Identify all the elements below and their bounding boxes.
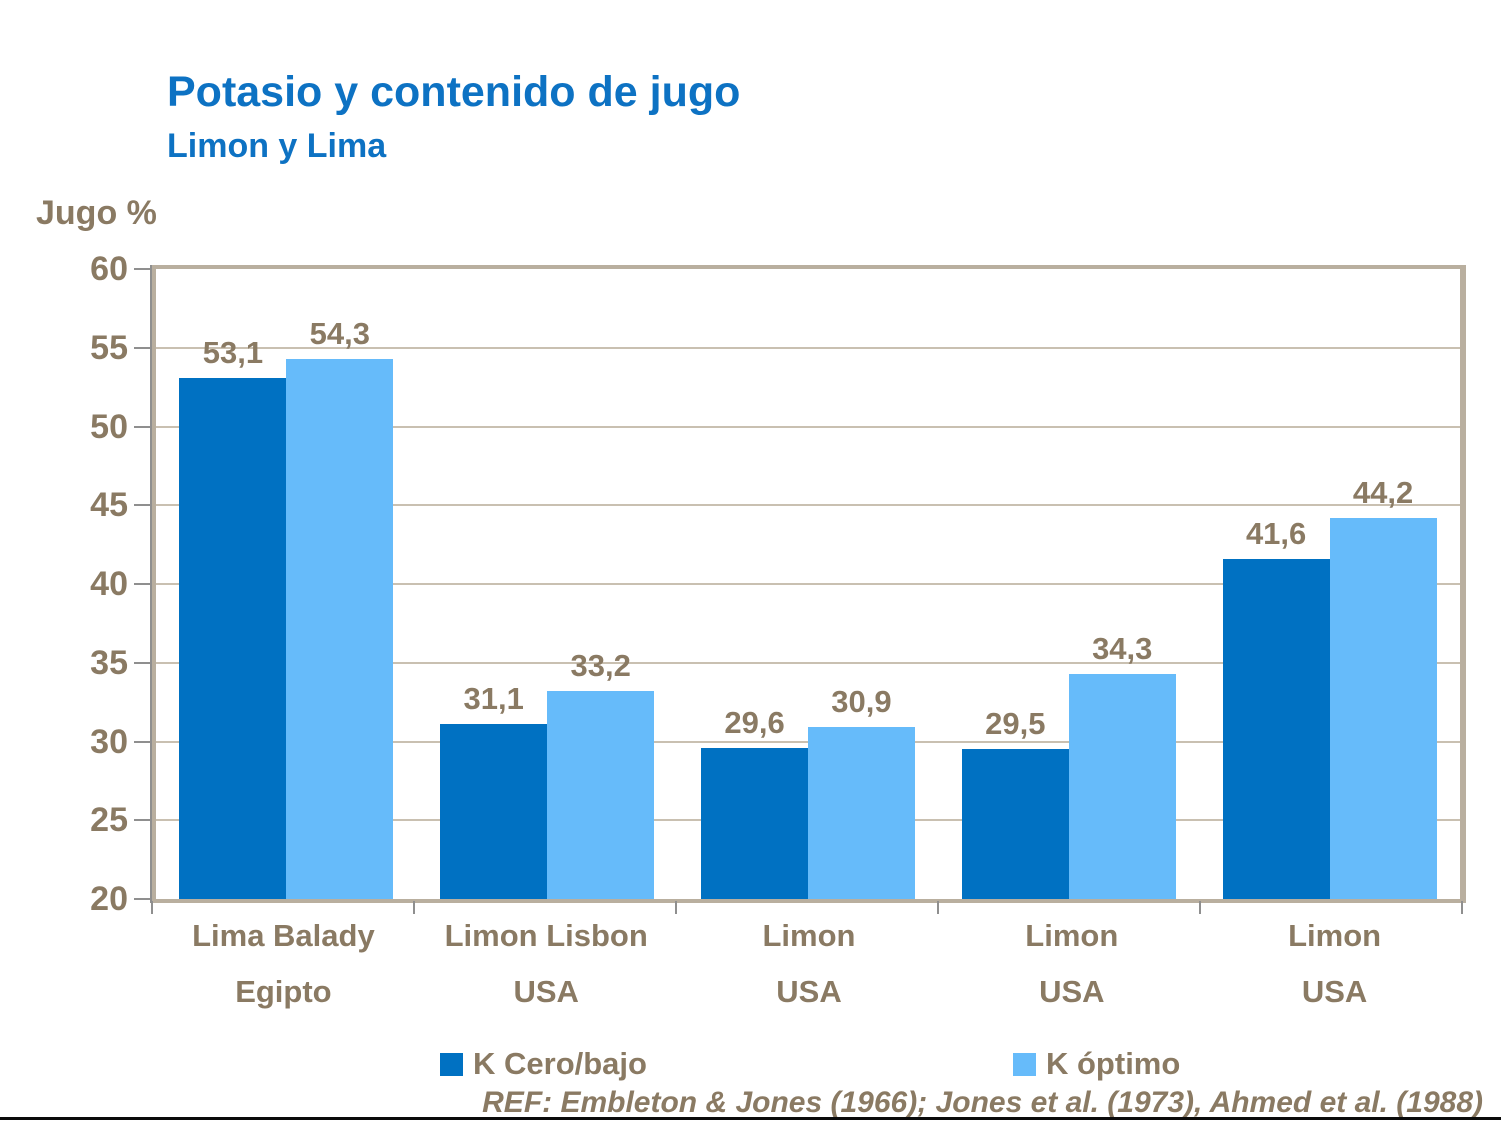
category-region: Egipto <box>235 974 332 1009</box>
bar-value-label: 33,2 <box>570 648 631 684</box>
y-tick-mark <box>134 819 152 822</box>
bar-k-optimo-group-3: 30,9 <box>807 684 915 899</box>
x-axis-tick-marks <box>151 901 1463 915</box>
x-tick-mark <box>1461 901 1463 914</box>
gridline <box>156 346 1460 349</box>
category-group-1: 53,1 54,3 <box>156 269 417 899</box>
legend-item-k-cero-bajo: K Cero/bajo <box>440 1046 647 1082</box>
category-region: USA <box>1301 974 1368 1009</box>
bar-value-label: 44,2 <box>1352 474 1414 510</box>
gridline <box>156 425 1460 428</box>
category-group-3: 29,6 30,9 <box>678 269 939 899</box>
y-tick-mark <box>134 898 152 900</box>
x-tick-mark <box>675 901 677 914</box>
legend-label: K óptimo <box>1046 1046 1181 1081</box>
bar-value-label: 41,6 <box>1245 515 1307 551</box>
y-tick-mark <box>134 504 152 507</box>
gridline <box>156 661 1460 664</box>
y-tick-mark <box>134 661 152 664</box>
category-name: Limon <box>762 918 856 953</box>
reference-text: REF: Embleton & Jones (1966); Jones et a… <box>482 1086 1483 1119</box>
category-label-1: Lima Balady Egipto <box>152 908 415 1020</box>
y-tick-label-50: 50 <box>90 407 128 446</box>
category-label-3: Limon USA <box>678 908 941 1020</box>
category-name: Limon <box>1025 918 1119 953</box>
bar-k-optimo-group-2: 33,2 <box>547 648 655 899</box>
bar-value-label: 31,1 <box>463 681 524 717</box>
y-tick-label-40: 40 <box>90 565 128 603</box>
plot-area: 53,1 54,3 31,1 33,2 29,6 30,9 29,5 34,3 41,6 44,2 <box>152 265 1466 903</box>
bar-k-optimo-group-1: 54,3 <box>286 316 394 899</box>
category-name: Limon Lisbon <box>444 918 648 953</box>
bar-value-label: 30,9 <box>831 684 892 720</box>
bar-k-cero-bajo-group-1: 53,1 <box>179 335 287 899</box>
bar-k-optimo-group-4: 34,3 <box>1068 631 1176 899</box>
category-name: Limon <box>1288 918 1382 953</box>
category-region: USA <box>1039 974 1105 1009</box>
bar-value-label: 54,3 <box>309 315 371 351</box>
bar-k-cero-bajo-group-3: 29,6 <box>701 705 808 899</box>
legend-swatch-icon <box>1013 1052 1036 1076</box>
y-tick-label-30: 30 <box>90 722 128 761</box>
bar-value-label: 34,3 <box>1092 630 1153 666</box>
x-tick-mark <box>1199 901 1201 914</box>
category-region: USA <box>776 974 842 1009</box>
y-tick-label-35: 35 <box>90 643 128 682</box>
category-region: USA <box>513 974 579 1009</box>
gridline <box>156 583 1460 585</box>
gridline <box>156 504 1460 507</box>
category-group-2: 31,1 33,2 <box>417 269 678 899</box>
category-group-4: 29,5 34,3 <box>938 269 1199 899</box>
bar-k-cero-bajo-group-5: 41,6 <box>1222 516 1330 899</box>
y-tick-label-25: 25 <box>90 801 128 840</box>
y-tick-label-55: 55 <box>90 328 128 367</box>
bar-k-cero-bajo-group-4: 29,5 <box>961 706 1069 899</box>
y-tick-mark <box>134 425 152 428</box>
chart-subtitle: Limon y Lima <box>167 127 387 165</box>
bar-k-optimo-group-5: 44,2 <box>1329 475 1437 899</box>
category-label-2: Limon Lisbon USA <box>415 908 678 1020</box>
y-axis-tick-labels: 20 25 30 35 40 45 50 55 60 <box>20 250 128 918</box>
y-tick-mark <box>134 740 152 743</box>
y-tick-label-60: 60 <box>90 250 128 288</box>
bar-value-label: 29,5 <box>985 706 1046 742</box>
y-axis-title: Jugo % <box>36 194 157 232</box>
category-label-4: Limon USA <box>940 908 1203 1020</box>
y-tick-label-20: 20 <box>90 880 128 918</box>
y-tick-mark <box>134 268 152 270</box>
category-axis-labels: Lima Balady Egipto Limon Lisbon USA Limon USA… <box>152 908 1466 1020</box>
y-tick-mark <box>134 583 152 585</box>
slide-bottom-rule <box>0 1117 1501 1120</box>
category-group-5: 41,6 44,2 <box>1199 269 1460 899</box>
legend-item-k-optimo: K óptimo <box>1013 1046 1180 1082</box>
category-name: Lima Balady <box>192 918 375 953</box>
chart-title: Potasio y contenido de jugo <box>167 68 741 116</box>
legend-label: K Cero/bajo <box>473 1046 647 1081</box>
legend-swatch-icon <box>440 1052 463 1076</box>
bar-value-label: 53,1 <box>202 334 264 370</box>
y-axis-tick-marks <box>134 268 152 900</box>
y-tick-label-45: 45 <box>90 486 128 525</box>
bar-value-label: 29,6 <box>724 704 785 740</box>
category-label-5: Limon USA <box>1203 908 1466 1020</box>
bar-k-cero-bajo-group-2: 31,1 <box>440 681 548 899</box>
x-tick-mark <box>413 901 415 914</box>
y-tick-mark <box>134 346 152 349</box>
x-tick-mark <box>937 901 939 914</box>
x-tick-mark <box>151 901 153 914</box>
